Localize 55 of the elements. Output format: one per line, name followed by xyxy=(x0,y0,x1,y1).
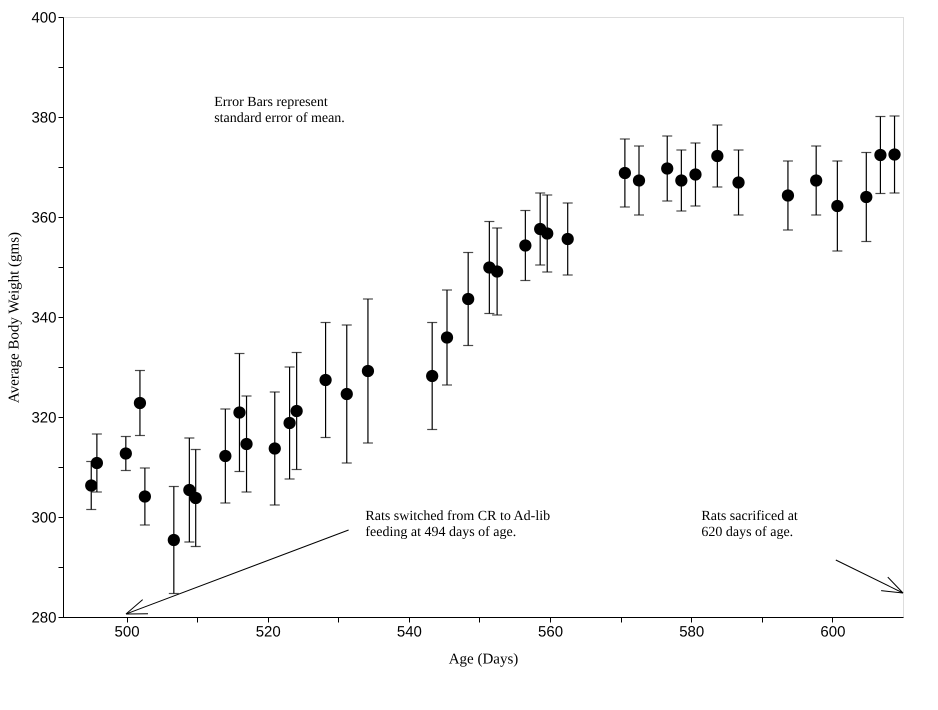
point xyxy=(440,331,454,344)
point xyxy=(519,239,532,252)
point xyxy=(219,450,232,462)
x-tick-label: 600 xyxy=(820,624,846,640)
point xyxy=(888,148,901,161)
point xyxy=(240,438,253,450)
y-tick-label: 320 xyxy=(31,410,56,426)
point xyxy=(85,479,98,492)
point xyxy=(860,190,872,204)
point xyxy=(675,174,688,187)
point xyxy=(618,166,632,180)
point xyxy=(138,490,152,503)
point xyxy=(732,176,745,189)
point xyxy=(283,416,296,430)
annotation: Rats switched from CR to Ad-lib feeding at 494 days of age. xyxy=(365,509,550,540)
point xyxy=(462,292,474,306)
x-tick-label: 560 xyxy=(538,624,564,640)
point xyxy=(810,174,822,187)
y-tick-label: 280 xyxy=(31,610,56,626)
annotation: Error Bars represent standard error of mean. xyxy=(214,95,345,126)
point xyxy=(120,447,132,460)
point xyxy=(90,456,104,470)
point xyxy=(268,442,281,455)
point xyxy=(632,174,646,187)
point xyxy=(134,396,146,410)
point xyxy=(490,265,504,278)
point xyxy=(782,189,794,202)
point xyxy=(874,148,887,162)
annotation: Rats sacrificed at 620 days of age. xyxy=(701,509,798,540)
x-tick-label: 520 xyxy=(256,624,281,640)
point xyxy=(168,534,180,546)
y-axis-title: Average Body Weight (gms) xyxy=(6,232,22,404)
y-tick-label: 380 xyxy=(31,110,56,126)
x-tick-label: 500 xyxy=(114,624,140,640)
x-axis-title: Age (Days) xyxy=(448,652,518,668)
point xyxy=(340,388,353,400)
point xyxy=(831,200,844,212)
x-tick-label: 540 xyxy=(396,624,422,640)
y-tick-label: 360 xyxy=(31,210,56,226)
x-tick-label: 580 xyxy=(679,624,704,640)
point xyxy=(190,492,202,504)
point xyxy=(183,484,196,496)
point xyxy=(426,370,438,382)
point xyxy=(290,404,303,418)
point xyxy=(362,364,374,378)
y-tick-label: 340 xyxy=(31,310,56,326)
point xyxy=(661,162,674,175)
point xyxy=(689,168,702,181)
y-tick-label: 300 xyxy=(31,510,56,526)
point xyxy=(562,232,574,246)
point xyxy=(319,374,332,386)
y-tick-label: 400 xyxy=(31,10,56,26)
point xyxy=(233,406,246,419)
point xyxy=(541,227,554,240)
point xyxy=(711,150,724,162)
